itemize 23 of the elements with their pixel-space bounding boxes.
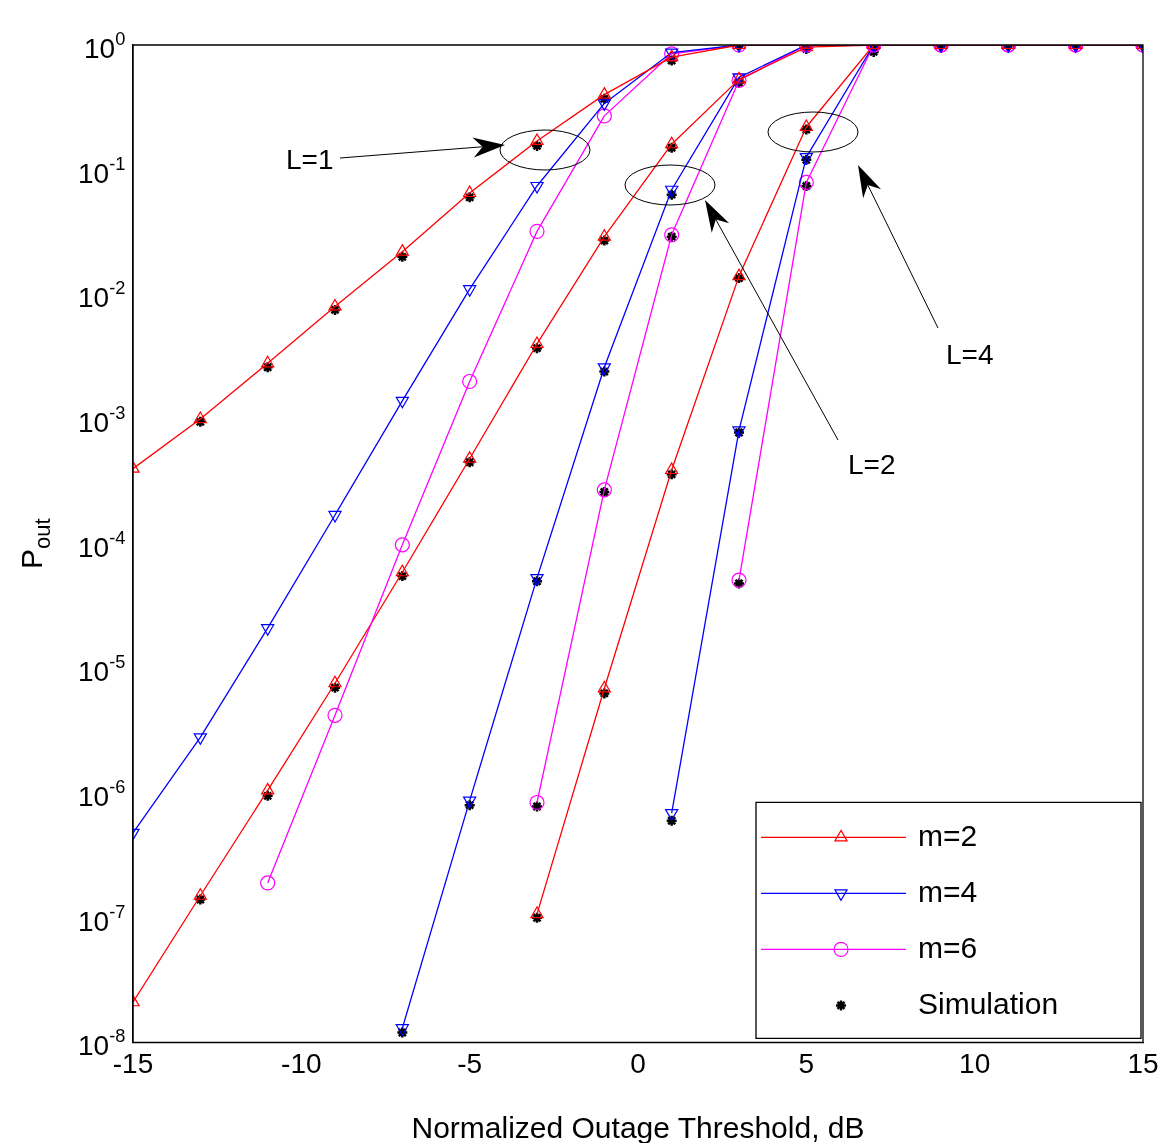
y-tick-label: 10$^{-6}$ — [78, 777, 126, 813]
legend-label: m=2 — [918, 818, 978, 852]
y-tick-label: 10$^{-2}$ — [78, 278, 126, 314]
legend-label: m=4 — [918, 874, 978, 908]
x-tick-label: -5 — [457, 1047, 483, 1079]
y-axis-title: Pout — [15, 518, 55, 569]
y-tick-label: 10$^{-4}$ — [78, 527, 126, 563]
x-tick-label: 15 — [1127, 1047, 1159, 1079]
x-tick-label: 5 — [798, 1047, 815, 1079]
x-tick-label: 0 — [630, 1047, 646, 1079]
x-tick-label: -10 — [281, 1047, 322, 1079]
y-tick-label: 10$^{-1}$ — [78, 153, 126, 189]
x-tick-label: 10 — [959, 1047, 991, 1079]
y-tick-label: 10$^{-7}$ — [78, 901, 126, 937]
annotation: L=1 — [286, 144, 334, 175]
y-tick-label: 10$^{-3}$ — [78, 403, 126, 439]
legend-label: m=6 — [918, 930, 978, 964]
annotation: L=2 — [848, 449, 896, 480]
y-tick-label: 10$^{0}$ — [84, 29, 126, 64]
y-tick-label: 10$^{-5}$ — [78, 652, 126, 688]
legend-label: Simulation — [918, 986, 1059, 1020]
x-tick-label: -15 — [112, 1047, 154, 1079]
annotation: L=4 — [946, 339, 994, 370]
